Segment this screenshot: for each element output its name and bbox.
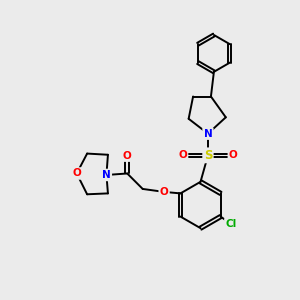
Text: O: O — [160, 187, 169, 197]
Text: O: O — [123, 151, 132, 160]
Text: O: O — [72, 169, 81, 178]
Text: S: S — [204, 149, 212, 162]
Text: O: O — [178, 150, 187, 160]
Text: N: N — [102, 170, 111, 180]
Text: Cl: Cl — [225, 219, 237, 229]
Text: N: N — [204, 129, 212, 139]
Text: O: O — [229, 150, 238, 160]
